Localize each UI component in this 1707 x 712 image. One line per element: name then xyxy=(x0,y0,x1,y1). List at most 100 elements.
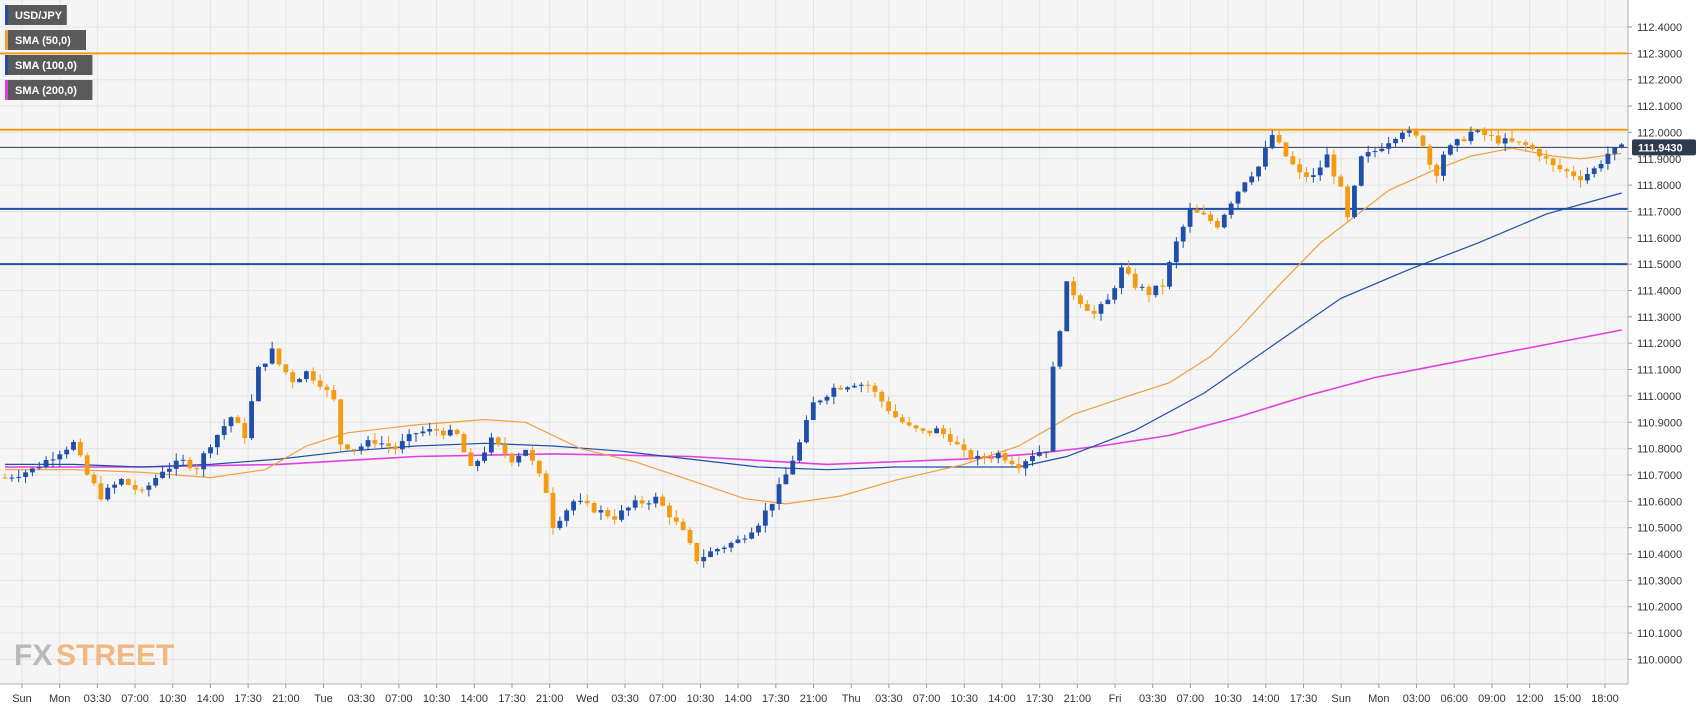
candle xyxy=(1263,140,1268,170)
candle xyxy=(269,341,275,365)
candle xyxy=(112,481,117,494)
candle-body xyxy=(578,500,583,502)
candle xyxy=(1495,129,1501,146)
candle-body xyxy=(16,476,22,478)
candle xyxy=(653,492,659,508)
candle xyxy=(584,494,590,507)
candle xyxy=(1352,184,1357,219)
last-price-label: 111.9430 xyxy=(1632,139,1696,156)
candle-body xyxy=(1386,143,1392,149)
candle-body xyxy=(441,430,446,436)
candle-body xyxy=(687,530,693,544)
x-tick-label: 03:30 xyxy=(1139,693,1167,705)
candle-body xyxy=(1612,147,1618,154)
candle-body xyxy=(1557,165,1563,170)
candle xyxy=(1310,168,1316,183)
candle-body xyxy=(249,401,254,439)
candle xyxy=(1304,167,1309,182)
candle xyxy=(1557,158,1563,173)
candle-body xyxy=(290,372,296,383)
candle-body xyxy=(612,516,618,520)
candle-body xyxy=(488,437,494,453)
x-tick-label: 06:00 xyxy=(1440,693,1468,705)
candle-body xyxy=(694,543,700,562)
candle-body xyxy=(276,348,282,365)
candle xyxy=(838,384,844,391)
candle-body xyxy=(1146,286,1152,296)
candle xyxy=(454,428,460,436)
candle-body xyxy=(1591,168,1597,175)
candle-body xyxy=(160,471,165,478)
candle-body xyxy=(701,556,707,562)
candle-body xyxy=(1372,151,1378,153)
candle xyxy=(564,508,570,527)
candle xyxy=(619,504,624,522)
candle xyxy=(1235,190,1241,209)
candle xyxy=(468,448,474,467)
candle xyxy=(1441,151,1446,182)
candle xyxy=(146,482,152,497)
candle-body xyxy=(1338,176,1344,187)
legend-item-bg xyxy=(5,5,67,25)
y-tick-label: 111.5000 xyxy=(1637,259,1681,271)
candle-body xyxy=(550,492,556,528)
x-tick-label: 07:00 xyxy=(649,693,677,705)
candle-body xyxy=(591,503,597,513)
legend-item-swatch xyxy=(5,30,8,50)
candle-body xyxy=(475,460,481,467)
candle-body xyxy=(756,525,761,533)
candle-body xyxy=(358,446,364,451)
candle-body xyxy=(1119,267,1124,289)
candle xyxy=(1393,137,1398,149)
candle-body xyxy=(139,489,145,491)
y-tick-label: 111.4000 xyxy=(1637,286,1681,298)
candle-body xyxy=(1235,191,1241,204)
x-tick-label: 21:00 xyxy=(536,693,564,705)
candle xyxy=(947,427,953,446)
candles xyxy=(2,126,1624,568)
candle-body xyxy=(673,517,679,522)
candle xyxy=(756,523,761,536)
candle xyxy=(1119,262,1124,295)
candle-body xyxy=(379,443,385,445)
y-tick-label: 110.2000 xyxy=(1637,602,1682,614)
candle xyxy=(187,457,193,471)
candle xyxy=(598,505,604,521)
y-tick-label: 111.7000 xyxy=(1637,206,1681,218)
candle xyxy=(845,386,850,393)
candle xyxy=(214,434,220,456)
candle xyxy=(632,495,638,511)
candle-body xyxy=(84,455,90,475)
x-tick-label: 17:30 xyxy=(498,693,526,705)
candle-body xyxy=(1180,226,1186,242)
candle xyxy=(989,451,994,463)
candle xyxy=(98,476,104,502)
candle xyxy=(721,545,727,554)
candle-body xyxy=(1379,148,1385,152)
y-tick-label: 110.1000 xyxy=(1637,628,1682,640)
candle xyxy=(516,452,522,467)
candle xyxy=(694,542,700,565)
candle xyxy=(831,383,837,405)
candle-body xyxy=(680,521,686,531)
candle-body xyxy=(899,417,905,423)
candle-body xyxy=(1578,176,1583,181)
candle-body xyxy=(310,371,316,381)
y-tick-label: 112.3000 xyxy=(1637,48,1682,60)
candle xyxy=(1215,218,1220,230)
x-tick-label: 03:30 xyxy=(611,693,639,705)
candle xyxy=(297,377,302,383)
candle xyxy=(1413,127,1419,138)
candle xyxy=(160,465,165,480)
candle xyxy=(310,367,316,384)
candle xyxy=(1098,301,1104,321)
sma-50-line xyxy=(5,147,1622,505)
candle-body xyxy=(1413,130,1419,136)
candle xyxy=(865,380,871,393)
candle-body xyxy=(1468,131,1474,142)
candle-body xyxy=(112,484,117,488)
candle xyxy=(680,518,686,531)
candle-body xyxy=(413,433,419,435)
candle-body xyxy=(1406,130,1412,133)
